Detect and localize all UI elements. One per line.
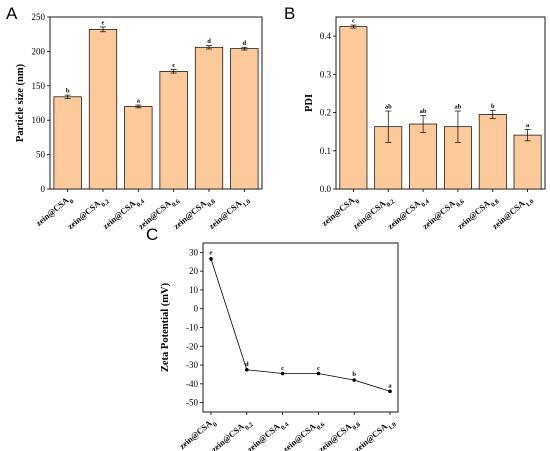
b-bar xyxy=(513,134,542,190)
a-y-tick-label: 50 xyxy=(36,150,46,160)
a-significance-letter: a xyxy=(137,98,141,105)
b-significance-letter: b xyxy=(491,103,495,110)
b-significance-letter: ab xyxy=(454,104,461,111)
c-significance-letter: c xyxy=(281,365,284,372)
panel-label-a: A xyxy=(6,4,18,23)
c-y-tick-label: 30 xyxy=(189,247,199,257)
c-data-point xyxy=(316,371,321,376)
c-data-point xyxy=(388,389,392,394)
panel-label-b: B xyxy=(284,4,295,23)
c-series-line xyxy=(210,258,391,392)
a-significance-letter: c xyxy=(172,62,175,69)
b-plot-frame xyxy=(335,16,546,190)
c-data-point xyxy=(352,378,357,382)
b-y-tick-label: 0.0 xyxy=(320,184,332,194)
chart-pdi: 0.00.10.20.30.4PDIczein@CSA0abzein@CSA0.… xyxy=(304,16,546,231)
a-significance-letter: d xyxy=(207,38,211,45)
c-y-axis-title: Zeta Potential (mV) xyxy=(160,282,171,372)
a-y-tick-label: 150 xyxy=(32,81,46,91)
a-bar xyxy=(194,46,224,190)
a-significance-letter: d xyxy=(243,40,247,47)
c-significance-letter: e xyxy=(210,250,213,257)
b-significance-letter: ab xyxy=(420,108,427,115)
c-y-tick-label: -20 xyxy=(186,341,198,351)
a-significance-letter: b xyxy=(66,88,70,95)
a-category-label: zein@CSA1.0 xyxy=(207,193,252,234)
b-y-tick-label: 0.4 xyxy=(320,31,332,41)
a-y-tick-label: 200 xyxy=(32,46,46,56)
a-y-axis-title: Particle size (nm) xyxy=(15,63,26,142)
c-data-point xyxy=(280,371,285,376)
c-y-tick-label: 10 xyxy=(189,285,199,295)
c-y-tick-label: 20 xyxy=(189,266,199,276)
c-significance-letter: c xyxy=(317,365,320,372)
c-plot-frame xyxy=(202,242,399,413)
a-bar xyxy=(88,29,118,190)
chart-particle-size: 0 50 100 150 200 250 Particle size (nm) b zein@C… xyxy=(15,12,263,234)
c-y-tick-label: -10 xyxy=(186,323,198,333)
b-y-tick-label: 0.2 xyxy=(320,108,331,118)
c-y-tick-label: -30 xyxy=(186,360,198,370)
b-bar xyxy=(409,123,438,190)
a-y-tick-label: 0 xyxy=(41,184,46,194)
c-y-tick-label: -40 xyxy=(186,379,198,389)
b-significance-letter: c xyxy=(352,18,355,25)
a-y-tick-label: 250 xyxy=(32,12,46,22)
a-y-tick-label: 100 xyxy=(32,115,46,125)
c-significance-letter: a xyxy=(388,383,392,390)
chart-zeta-potential: -50 -40 -30 -20 -10 0 10 20 30 Zeta Potential (mV… xyxy=(160,242,399,451)
a-bar xyxy=(124,106,153,190)
c-y-tick-label: -50 xyxy=(186,398,198,408)
c-data-point xyxy=(209,257,213,261)
b-y-tick-label: 0.3 xyxy=(320,69,332,79)
panel-label-c: C xyxy=(146,225,158,244)
c-y-tick-label: 0 xyxy=(194,304,199,314)
a-significance-letter: e xyxy=(102,19,105,26)
c-data-point xyxy=(245,367,249,372)
a-bar xyxy=(159,71,188,190)
b-significance-letter: a xyxy=(526,122,530,129)
c-category-label: zein@CSA1.0 xyxy=(352,416,397,451)
b-y-axis-title: PDI xyxy=(304,94,315,112)
b-y-tick-label: 0.1 xyxy=(320,146,331,156)
a-bar xyxy=(230,48,259,190)
c-significance-letter: b xyxy=(352,371,356,378)
b-significance-letter: ab xyxy=(385,104,392,111)
c-significance-letter: d xyxy=(245,361,249,368)
b-bar xyxy=(339,26,368,190)
a-bar xyxy=(53,96,82,190)
b-bar xyxy=(478,114,507,190)
a-plot-frame xyxy=(49,16,263,190)
